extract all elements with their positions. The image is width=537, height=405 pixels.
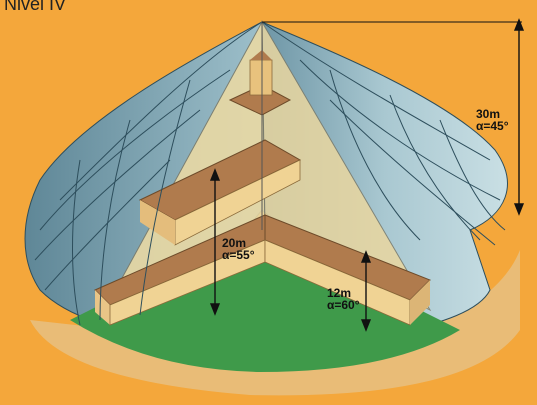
building-right-end — [410, 280, 430, 325]
dimension-30m — [262, 18, 525, 216]
angle-value: α=60° — [327, 298, 360, 312]
building-mid-end — [140, 200, 175, 245]
angle-value: α=55° — [222, 248, 255, 262]
height-value: 12m — [327, 286, 352, 300]
dimension-20m — [209, 168, 221, 316]
angle-value: α=45° — [476, 119, 509, 133]
height-value: 30m — [476, 107, 501, 121]
building-top-cap — [250, 50, 272, 60]
height-value: 20m — [222, 236, 247, 250]
measurement-label-30m: 30m α=45° — [476, 108, 509, 132]
building-top-body — [249, 59, 273, 96]
diagram-title: Nivel IV — [4, 0, 67, 14]
dimension-12m — [360, 250, 372, 332]
shield-mesh-right — [261, 21, 506, 246]
ground-green — [70, 235, 460, 372]
ground-shadow — [30, 250, 520, 396]
shield-mesh-left — [34, 21, 263, 326]
measurement-label-20m: 20m α=55° — [222, 237, 255, 261]
building-left-front — [95, 290, 110, 325]
measurement-label-12m: 12m α=60° — [327, 287, 360, 311]
